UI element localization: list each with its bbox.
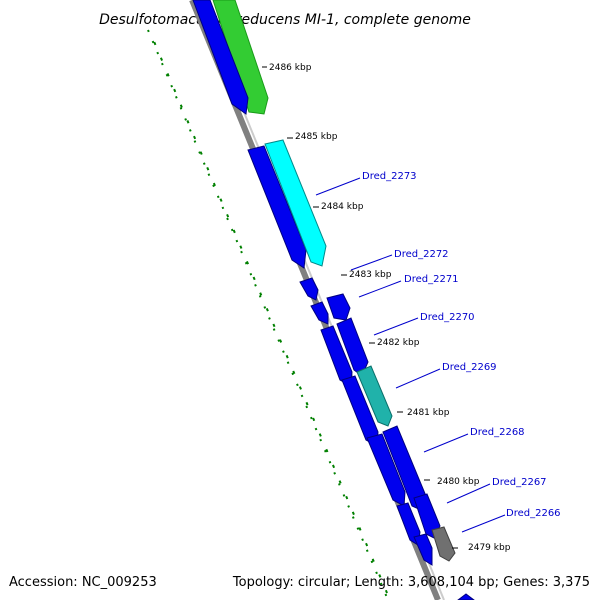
cds-arrow[interactable] [457,593,475,600]
kbp-label: 2485 kbp [295,132,338,142]
kbp-label: 2480 kbp [437,477,480,487]
kbp-labels: 2486 kbp 2485 kbp 2484 kbp 2483 kbp 2482… [269,63,511,553]
gene-label[interactable]: Dred_2271 [404,274,459,285]
cds-arrow[interactable] [413,533,433,566]
cds-forward-strand [326,293,475,600]
kbp-ticks [262,66,458,549]
gene-label[interactable]: Dred_2273 [362,171,417,182]
gene-label[interactable]: Dred_2268 [470,427,525,438]
cds-arrow[interactable] [299,277,319,301]
kbp-label: 2481 kbp [407,408,450,418]
kbp-label: 2484 kbp [321,202,364,212]
gc-content-track [149,31,391,600]
teal-feature [356,365,393,427]
gene-leader-lines [315,177,506,533]
kbp-label: 2479 kbp [468,543,511,553]
gene-label[interactable]: Dred_2270 [420,312,475,323]
map-title: Desulfotomaculum reducens MI-1, complete… [99,12,471,28]
cds-arrow[interactable] [192,0,249,115]
gene-label[interactable]: Dred_2266 [506,508,561,519]
cyan-feature [264,139,327,267]
kbp-label: 2482 kbp [377,338,420,348]
gc-skew-track [147,29,389,600]
gene-label[interactable]: Dred_2269 [442,362,497,373]
cds-arrow[interactable] [366,433,406,507]
cds-arrow[interactable] [326,293,351,321]
kbp-label: 2486 kbp [269,63,312,73]
gray-feature [431,526,456,562]
gene-label[interactable]: Dred_2272 [394,249,449,260]
cds-arrow[interactable] [310,301,329,325]
accession-text: Accession: NC_009253 [9,575,157,590]
genome-summary-text: Topology: circular; Length: 3,608,104 bp… [232,575,590,590]
cds-reverse-strand [192,0,433,566]
gene-label[interactable]: Dred_2267 [492,477,547,488]
gene-labels: Dred_2273 Dred_2272 Dred_2271 Dred_2270 … [362,171,561,519]
kbp-label: 2483 kbp [349,270,392,280]
cds-arrow[interactable] [247,145,307,269]
